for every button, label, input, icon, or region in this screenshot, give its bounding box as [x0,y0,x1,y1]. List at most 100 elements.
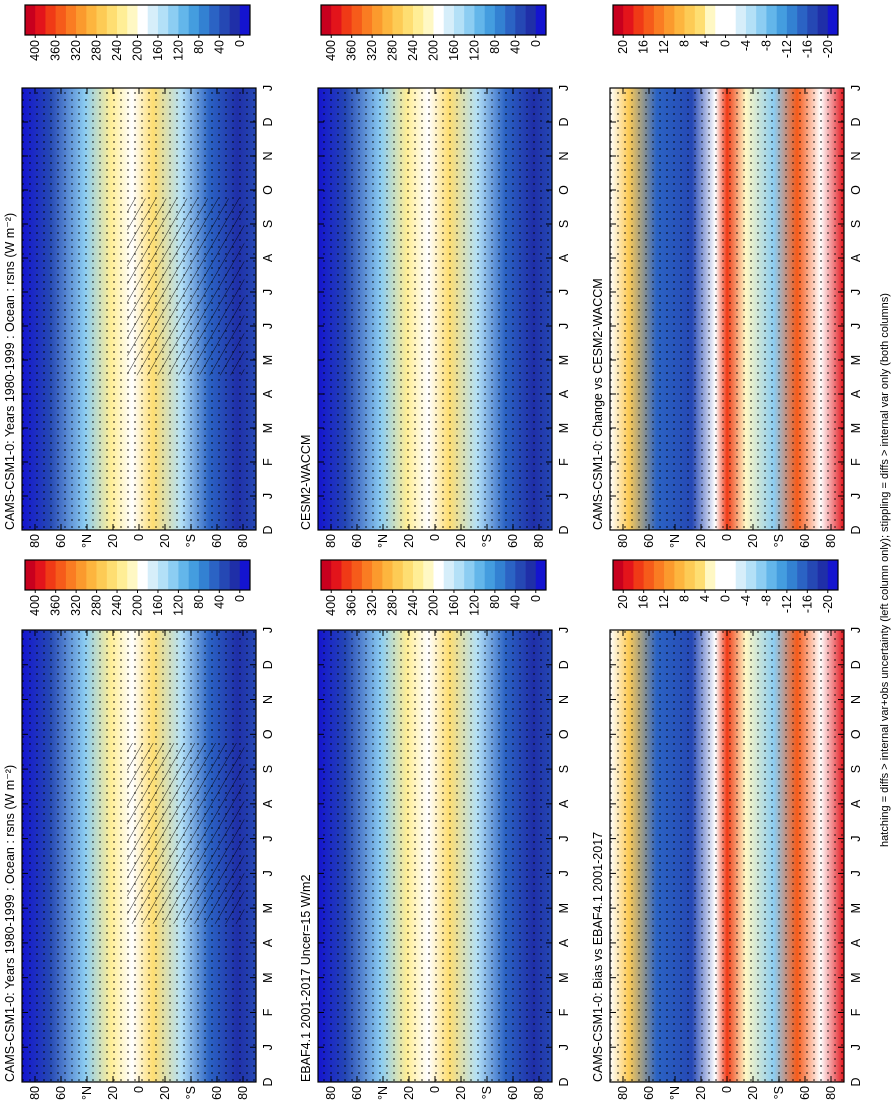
colorbar-swatch [535,560,547,590]
month-label: M [261,355,275,365]
lat-tick-label: 20 [454,534,468,548]
colorbar-tick-label: 120 [467,40,481,61]
month-label: F [557,1008,571,1016]
colorbar-swatch [117,5,128,35]
colorbar-tick-label: 360 [49,40,63,61]
colorbar-tick-label: -16 [800,595,814,613]
colorbar-swatch [35,5,46,35]
lat-tick-label: °S [480,534,494,547]
month-label: M [261,423,275,433]
month-label: J [557,289,571,295]
colorbar-tick-label: -20 [821,595,835,613]
colorbar-swatch [786,560,798,590]
colorbar-swatch [361,560,373,590]
colorbar-tick-label: 280 [90,595,104,616]
lat-tick-label: 20 [402,1086,416,1100]
colorbar-swatch [188,560,200,590]
month-label: F [557,458,571,466]
month-label: D [849,525,863,534]
colorbar-swatch [715,5,726,35]
month-label: F [849,458,863,466]
colorbar-swatch [351,5,363,35]
lat-tick-label: 60 [54,1086,68,1100]
colorbar-swatch [157,5,169,35]
colorbar-swatch [766,5,777,35]
colorbar-swatch [76,5,87,35]
colorbar-swatch [776,560,788,590]
lat-tick-label: 0 [720,534,734,541]
colorbar-tick-label: 8 [678,40,692,47]
lat-tick-label: 20 [158,1086,172,1100]
colorbar-tick-label: 80 [488,595,502,609]
colorbar-swatch [674,560,685,590]
colorbar-tick-label: 320 [69,40,83,61]
lat-tick-label: 80 [532,1086,546,1100]
colorbar-swatch [127,5,138,35]
colorbar-swatch [786,5,798,35]
month-label: O [261,185,275,195]
colorbar-swatch [168,5,179,35]
lat-tick-label: 20 [106,1086,120,1100]
colorbar-swatch [464,560,475,590]
colorbar-swatch [505,5,516,35]
month-label: J [557,627,571,633]
lat-tick-label: 20 [106,534,120,548]
colorbar-swatch [684,560,696,590]
colorbar-swatch [86,5,97,35]
lat-tick-label: 0 [720,1086,734,1093]
month-label: M [849,972,863,982]
month-label: D [557,525,571,534]
lat-tick-label: 60 [350,1086,364,1100]
colorbar-swatch [392,560,404,590]
colorbar-tick-label: 160 [447,595,461,616]
month-label: M [849,423,863,433]
colorbar-swatch [797,5,808,35]
panel-title: CAMS-CSM1-0: Years 1980-1999 : Ocean : r… [3,213,17,530]
colorbar-tick-label: 120 [467,595,481,616]
colorbar-tick-label: 4 [698,40,712,47]
colorbar-swatch [219,5,230,35]
colorbar-swatch [705,5,716,35]
month-label: A [557,253,571,262]
colorbar-swatch [613,5,624,35]
colorbar-tick-label: 360 [49,595,63,616]
colorbar-swatch [684,5,696,35]
colorbar-swatch [321,5,332,35]
colorbar-swatch [453,560,465,590]
lat-tick-label: 60 [350,534,364,548]
lat-tick-label: 20 [402,534,416,548]
lat-tick-label: 80 [616,534,630,548]
colorbar-tick-label: 400 [28,40,42,61]
lat-tick-label: °N [376,534,390,548]
panel-title: CAMS-CSM1-0: Years 1980-1999 : Ocean : r… [3,765,17,1082]
lat-tick-label: °S [480,1086,494,1099]
colorbar-swatch [209,5,220,35]
colorbar-tick-label: 320 [69,595,83,616]
colorbar-swatch [178,560,189,590]
lat-tick-label: °N [376,1086,390,1100]
colorbar-tick-label: 400 [324,595,338,616]
colorbar-tick-label: 160 [151,40,165,61]
lat-tick-label: 60 [798,1086,812,1100]
colorbar-swatch [372,5,383,35]
month-label: O [261,729,275,739]
colorbar-swatch [198,5,210,35]
colorbar-tick-label: 240 [110,40,124,61]
month-label: N [849,151,863,160]
colorbar-swatch [331,560,342,590]
stippling [318,88,552,530]
month-label: N [557,151,571,160]
month-label: J [849,289,863,295]
colorbar-swatch [633,5,644,35]
month-label: J [261,85,275,91]
colorbar-swatch [776,5,788,35]
colorbar-swatch [137,560,149,590]
colorbar-tick-label: 20 [616,595,630,609]
month-label: J [261,323,275,329]
colorbar-swatch [96,5,108,35]
colorbar-swatch [735,560,747,590]
colorbar-swatch [694,5,706,35]
colorbar-tick-label: 16 [637,595,651,609]
colorbar-swatch [453,5,465,35]
colorbar-swatch [402,560,414,590]
